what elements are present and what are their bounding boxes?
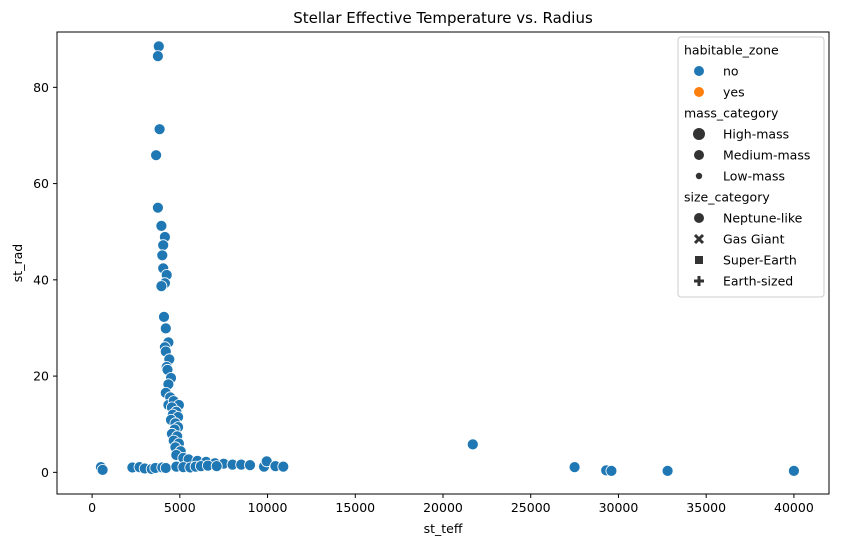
data-point <box>155 280 168 293</box>
data-point <box>156 249 169 262</box>
y-axis-ticks: 0 20 40 60 80 <box>33 80 57 480</box>
data-point <box>152 40 165 53</box>
legend-section-title: mass_category <box>684 106 779 121</box>
x-tick-label: 40000 <box>774 500 814 515</box>
legend-label: yes <box>723 85 745 100</box>
legend-box <box>677 36 825 298</box>
chart-title: Stellar Effective Temperature vs. Radius <box>293 9 593 27</box>
data-point <box>788 464 800 477</box>
data-point <box>159 462 172 474</box>
legend-label: Gas Giant <box>723 232 785 247</box>
data-point <box>153 123 166 136</box>
data-point <box>158 310 170 323</box>
y-axis-title: st_rad <box>10 244 25 282</box>
legend-marker <box>693 128 705 140</box>
x-tick-label: 20000 <box>423 500 463 515</box>
data-point <box>661 464 674 477</box>
x-axis-title: st_teff <box>424 521 463 536</box>
data-point <box>96 463 109 476</box>
data-point <box>151 50 164 62</box>
legend-label: no <box>723 64 739 79</box>
legend-marker <box>693 233 705 245</box>
data-point <box>155 219 168 232</box>
data-point <box>466 438 479 451</box>
legend-marker <box>695 256 703 264</box>
data-point <box>151 201 164 214</box>
legend-marker <box>694 213 704 223</box>
legend-label: Medium-mass <box>723 148 810 163</box>
y-tick-label: 80 <box>33 80 49 95</box>
y-tick-label: 20 <box>33 369 49 384</box>
data-point <box>210 460 223 473</box>
data-point <box>277 460 290 473</box>
x-tick-label: 0 <box>88 500 96 515</box>
x-axis-ticks: 0 5000 10000 15000 20000 25000 30000 35000 40000 <box>88 494 814 515</box>
data-point <box>150 149 163 162</box>
legend-label: Low-mass <box>723 169 785 184</box>
legend-marker <box>694 276 704 286</box>
legend-marker <box>694 66 704 76</box>
legend-marker <box>694 150 704 160</box>
legend-label: High-mass <box>723 127 789 142</box>
x-tick-label: 10000 <box>248 500 288 515</box>
legend-marker <box>694 87 704 97</box>
x-tick-label: 35000 <box>686 500 726 515</box>
data-point <box>244 459 256 472</box>
legend-section-title: habitable_zone <box>684 43 779 58</box>
legend-label: Neptune-like <box>723 211 803 226</box>
x-tick-label: 15000 <box>335 500 375 515</box>
x-tick-label: 25000 <box>511 500 551 515</box>
data-point <box>568 461 581 474</box>
y-tick-label: 0 <box>41 465 49 480</box>
data-point <box>159 322 172 335</box>
y-tick-label: 60 <box>33 176 49 191</box>
data-point <box>605 464 618 477</box>
legend-marker <box>695 172 703 180</box>
x-tick-label: 5000 <box>164 500 196 515</box>
y-tick-label: 40 <box>33 272 49 287</box>
legend-label: Super-Earth <box>723 253 797 268</box>
legend-section-title: size_category <box>684 190 770 205</box>
data-point <box>157 239 170 252</box>
legend-label: Earth-sized <box>723 274 793 289</box>
x-tick-label: 30000 <box>599 500 639 515</box>
points-layer <box>95 40 800 477</box>
